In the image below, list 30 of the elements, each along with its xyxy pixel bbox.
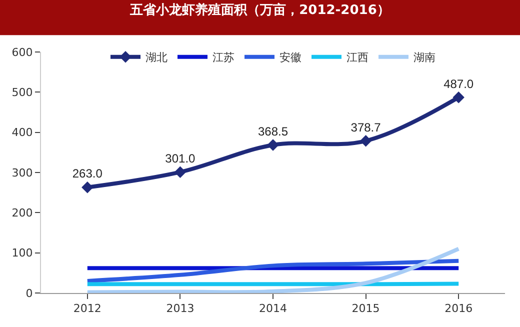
point [174, 166, 186, 178]
legend-label: 江西 [346, 51, 368, 64]
data-label: 487.0 [444, 76, 474, 91]
y-tick-label: 600 [12, 46, 33, 59]
x-tick-label: 2016 [444, 302, 473, 316]
legend-label: 湖北 [146, 51, 168, 64]
data-label: 301.0 [165, 151, 196, 166]
y-tick-label: 200 [12, 206, 33, 220]
y-tick-label: 300 [12, 166, 33, 180]
y-tick-label: 100 [12, 246, 33, 260]
data-label: 378.7 [350, 120, 382, 134]
line-series [85, 258, 461, 283]
x-tick-label: 2012 [73, 302, 102, 316]
x-tick-label: 2015 [352, 302, 380, 316]
x-tick-label: 2014 [259, 302, 287, 316]
x-tick-label: 2013 [166, 302, 194, 316]
legend-label: 湖南 [414, 51, 436, 64]
y-tick-label: 400 [12, 126, 33, 140]
y-tick-label: 0 [26, 286, 33, 300]
line-series [85, 246, 461, 293]
chart-title: 五省小龙虾养殖面积（万亩，2012-2016） [129, 2, 390, 18]
point [82, 182, 94, 194]
data-label: 368.5 [258, 124, 288, 138]
point [360, 135, 372, 147]
legend-label: 安徽 [280, 51, 302, 64]
legend-label: 江苏 [212, 51, 234, 64]
y-tick-label: 500 [12, 86, 33, 100]
point [267, 139, 279, 151]
data-label: 263.0 [72, 166, 103, 181]
point [452, 92, 464, 104]
